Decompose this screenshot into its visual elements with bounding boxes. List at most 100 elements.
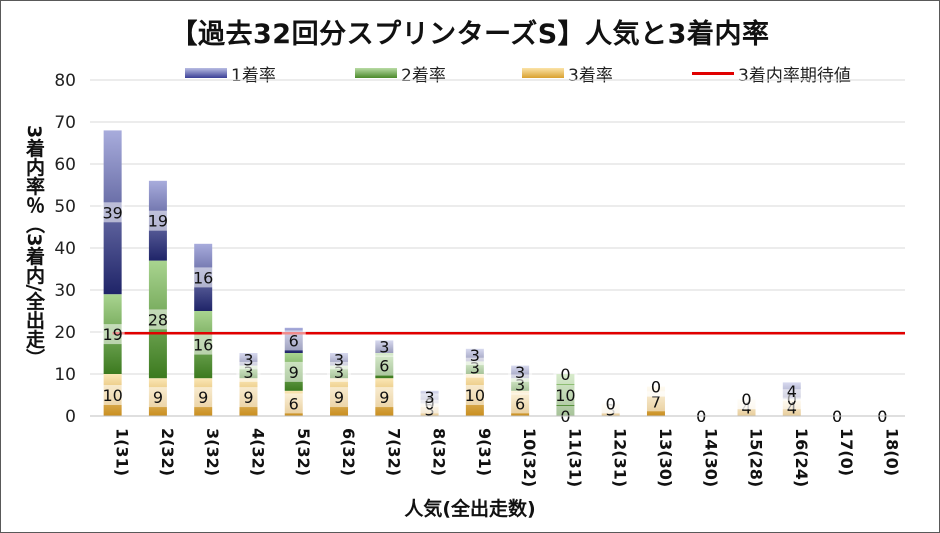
data-label-text: 28 [148,310,168,329]
data-label-bg [145,210,170,231]
data-label-bg [462,385,487,405]
data-label-text: 10 [465,386,485,405]
data-label-text: 7 [651,392,661,411]
x-tick-label: 18(0) [882,428,901,476]
y-tick-label: 70 [54,113,76,133]
data-label-text: 3 [334,350,344,369]
data-label-bg [553,385,578,405]
data-label-bg [417,387,442,408]
data-label: 19 [145,210,170,231]
data-label: 0 [553,364,578,384]
data-label-bg [553,364,578,384]
data-label: 10 [553,385,578,405]
data-label-layer: 1019399281991616933696933963303103363301… [100,202,895,426]
data-label: 10 [462,385,487,405]
data-label-bg [598,393,623,414]
data-label-text: 3 [424,388,434,407]
data-label-bg [734,389,759,410]
data-label-bg [191,387,216,408]
data-label-text: 6 [289,394,299,413]
data-label-bg [372,355,397,376]
x-tick-label: 2(32) [158,428,177,476]
x-tick-label: 4(32) [248,428,267,476]
data-label-text: 0 [741,390,751,409]
y-tick-label: 80 [54,71,76,91]
data-label-bg [327,349,352,370]
data-label: 0 [734,389,759,410]
data-label: 10 [100,385,125,405]
data-label-text: 4 [787,382,797,401]
data-label-text: 9 [289,363,299,382]
data-label: 9 [372,387,397,408]
data-label: 16 [191,267,216,288]
y-tick-label: 50 [54,197,76,217]
data-label: 28 [145,309,170,330]
x-tick-label: 15(28) [747,428,766,487]
y-tick-label: 0 [65,407,76,427]
data-label-bg [236,349,261,370]
legend-swatch-3rd [522,68,564,78]
x-tick-label: 7(32) [384,428,403,476]
data-label-bg [508,393,533,414]
data-label-text: 3 [470,359,480,378]
data-label: 3 [236,349,261,370]
data-label-text: 9 [243,388,253,407]
data-label: 6 [508,393,533,414]
data-label-bg [191,267,216,288]
data-label-bg [236,387,261,408]
grid-layer [90,79,905,375]
x-tick-label: 3(32) [203,428,222,476]
data-label-text: 19 [148,212,168,231]
x-tick-label: 9(31) [475,428,494,476]
y-axis-title: 3着内率％（3着内/全出走） [23,125,45,368]
x-tick-label: 13(30) [656,428,675,487]
data-label: 3 [372,336,397,357]
data-label-text: 0 [651,378,661,397]
data-label-text: 3 [379,338,389,357]
data-label-text: 9 [379,388,389,407]
data-label-bg [779,380,804,401]
data-label: 3 [417,387,442,408]
data-label: 3 [462,345,487,366]
data-label-text: 39 [102,203,122,222]
data-label: 3 [508,361,533,382]
data-label-text: 3 [243,350,253,369]
data-label-text: 0 [606,394,616,413]
data-label-bg [145,309,170,330]
x-tick-label: 16(24) [792,428,811,487]
data-label: 6 [281,330,306,351]
data-label: 6 [281,393,306,414]
data-label-text: 3 [243,363,253,382]
data-label-bg [462,345,487,366]
data-label-text: 16 [193,336,213,355]
data-label: 19 [100,324,125,345]
data-label-text: 6 [289,331,299,350]
chart-title: 【過去32回分スプリンターズS】人気と3着内率 [170,19,770,50]
x-tick-label: 6(32) [339,428,358,476]
data-label-text: 9 [198,388,208,407]
data-label-bg [281,393,306,414]
data-label-text: 6 [515,394,525,413]
x-tick-label: 14(30) [701,428,720,487]
x-axis-title: 人気(全出走数) [404,498,536,520]
x-tick-label: 5(32) [294,428,313,476]
x-tick-label: 8(32) [430,428,449,476]
data-label: 9 [327,387,352,408]
data-label-bg [100,202,125,223]
data-label: 4 [779,380,804,401]
data-label: 39 [100,202,125,223]
data-label-bg [100,385,125,405]
data-label: 9 [236,387,261,408]
data-label-text: 3 [515,363,525,382]
data-label-bg [191,334,216,355]
data-label-text: 10 [102,386,122,405]
legend-swatch-1st [185,68,227,78]
data-label-text: 6 [379,357,389,376]
y-tick-label: 20 [54,323,76,343]
data-label-bg [508,361,533,382]
y-tick-label: 60 [54,155,76,175]
data-label: 0 [598,393,623,414]
